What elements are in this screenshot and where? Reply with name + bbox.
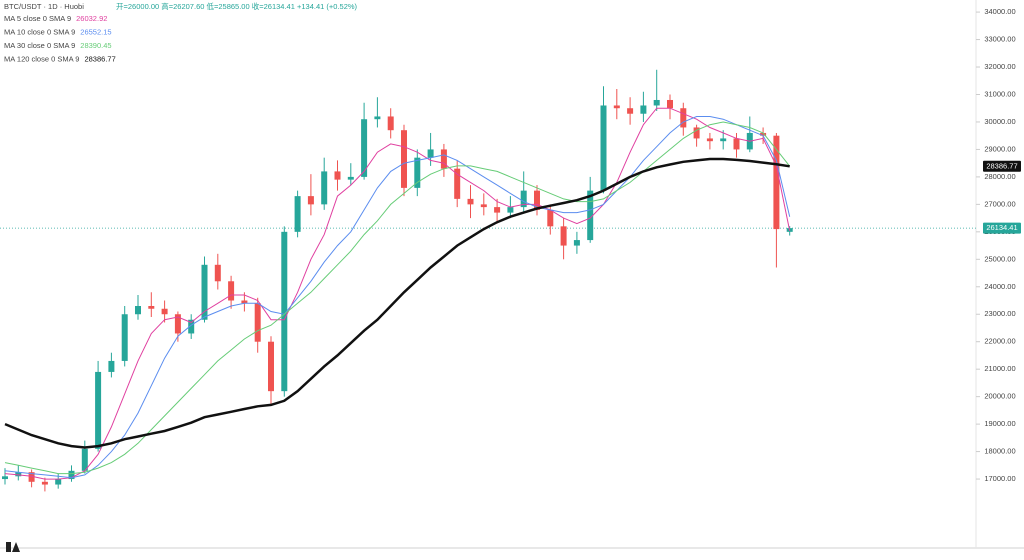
candle-body <box>334 171 341 180</box>
y-tick-label: 32000.00 <box>984 62 1015 71</box>
tv-logo <box>6 542 20 552</box>
candle-body <box>627 108 634 114</box>
candle-body <box>228 281 235 301</box>
candle-body <box>95 371 102 449</box>
legend-label: MA 5 close 0 SMA 9 <box>4 14 71 23</box>
candle-body <box>680 108 687 128</box>
candle-body <box>640 105 647 114</box>
last-price-tag-box <box>983 222 1021 234</box>
ma-line <box>4 107 791 480</box>
candle-body <box>760 132 767 136</box>
candle-body <box>560 226 567 246</box>
last-price-tag: 26134.41 <box>986 223 1017 232</box>
candle-body <box>121 314 128 361</box>
y-tick-label: 27000.00 <box>984 199 1015 208</box>
candle-body <box>148 306 155 309</box>
legend-value: 28386.77 <box>84 54 115 63</box>
y-tick-label: 21000.00 <box>984 364 1015 373</box>
y-tick-label: 34000.00 <box>984 7 1015 16</box>
candle-body <box>41 481 48 485</box>
ma-line <box>4 116 791 479</box>
candle-body <box>188 319 195 334</box>
candle-body <box>15 472 22 477</box>
candle-body <box>427 149 434 158</box>
y-tick-label: 20000.00 <box>984 392 1015 401</box>
candle-body <box>268 341 274 392</box>
candle-body <box>294 196 301 232</box>
candle-body <box>587 190 594 241</box>
candle-body <box>361 119 368 177</box>
candle-body <box>81 448 88 471</box>
y-tick-label: 25000.00 <box>984 254 1015 263</box>
candle-body <box>2 476 8 480</box>
ma-line <box>4 157 790 449</box>
candle-body <box>467 198 474 205</box>
candle-body <box>135 306 141 315</box>
candle-body <box>401 130 407 188</box>
y-tick-label: 17000.00 <box>984 474 1015 483</box>
candle-body <box>520 190 527 208</box>
ohlc-readout: 开=26000.00 高=26207.60 低=25865.00 收=26134… <box>116 1 358 11</box>
candle-body <box>613 105 620 109</box>
candle-body <box>307 196 314 205</box>
candle-body <box>507 207 514 213</box>
candle-body <box>201 264 208 320</box>
candle-body <box>440 149 447 169</box>
legend-value: 26552.15 <box>80 27 111 36</box>
candle-body <box>667 99 673 109</box>
candle-body <box>108 360 115 372</box>
chart-title: BTC/USDT · 1D · Huobi <box>4 2 84 11</box>
candle-body <box>600 105 607 191</box>
y-tick-label: 31000.00 <box>984 89 1015 98</box>
ma120-price-tag: 28386.77 <box>986 161 1017 170</box>
y-tick-label: 33000.00 <box>984 35 1015 44</box>
y-tick-label: 22000.00 <box>984 337 1015 346</box>
candle-body <box>534 190 540 210</box>
candle-body <box>480 204 487 208</box>
candle-body <box>374 116 381 120</box>
candle-body <box>387 116 394 131</box>
candle-body <box>241 300 248 304</box>
candle-body <box>281 231 288 392</box>
candle-body <box>214 264 221 282</box>
candle-body <box>773 135 780 230</box>
candle-body <box>653 99 660 106</box>
candle-body <box>547 209 554 227</box>
y-tick-label: 30000.00 <box>984 117 1015 126</box>
candle-body <box>174 314 181 334</box>
legend-value: 26032.92 <box>76 14 107 23</box>
candle-body <box>347 176 354 180</box>
y-tick-label: 18000.00 <box>984 447 1015 456</box>
y-tick-label: 29000.00 <box>984 144 1015 153</box>
candle-body <box>720 138 727 142</box>
candle-body <box>693 127 700 139</box>
candle-body <box>254 303 261 342</box>
candle-body <box>733 138 740 150</box>
candle-body <box>161 308 168 315</box>
candle-body <box>573 240 580 246</box>
y-tick-label: 24000.00 <box>984 282 1015 291</box>
candle-body <box>494 207 501 213</box>
candle-body <box>706 138 713 142</box>
candle-body <box>55 479 62 485</box>
candles <box>2 69 793 492</box>
candle-body <box>454 168 461 199</box>
legend-label: MA 10 close 0 SMA 9 <box>4 27 75 36</box>
candle-body <box>68 470 75 480</box>
candle-body <box>321 171 328 205</box>
ma120-price-tag-box <box>983 160 1021 172</box>
y-tick-label: 28000.00 <box>984 172 1015 181</box>
legend-label: MA 120 close 0 SMA 9 <box>4 54 79 63</box>
legend-label: MA 30 close 0 SMA 9 <box>4 41 75 50</box>
candle-body <box>28 472 35 482</box>
legend-value: 28390.45 <box>80 41 111 50</box>
candle-body <box>414 157 421 188</box>
y-tick-label: 23000.00 <box>984 309 1015 318</box>
ma-line <box>4 121 791 475</box>
y-tick-label: 19000.00 <box>984 419 1015 428</box>
